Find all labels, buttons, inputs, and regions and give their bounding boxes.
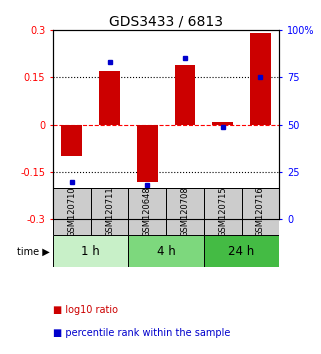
Bar (99, 71, 120, 125)
Bar (204, 235, 279, 267)
Bar (241, 188, 279, 235)
Text: GSM120716: GSM120716 (256, 186, 265, 237)
Text: GSM120711: GSM120711 (105, 186, 114, 237)
Text: time ▶: time ▶ (17, 246, 50, 256)
Bar (91, 188, 128, 235)
Bar (175, 65, 195, 125)
Text: GSM120708: GSM120708 (180, 186, 189, 237)
Bar (53, 235, 128, 267)
Bar (53, 188, 91, 235)
Bar (166, 188, 204, 235)
Bar (212, 122, 233, 125)
Bar (61, 125, 82, 156)
Text: GSM120710: GSM120710 (67, 186, 76, 237)
Text: GSM120715: GSM120715 (218, 186, 227, 237)
Text: 24 h: 24 h (229, 245, 255, 258)
Text: 1 h: 1 h (81, 245, 100, 258)
Text: GSM120648: GSM120648 (143, 186, 152, 237)
Title: GDS3433 / 6813: GDS3433 / 6813 (109, 15, 223, 29)
Bar (250, 33, 271, 125)
Text: ■ percentile rank within the sample: ■ percentile rank within the sample (53, 328, 230, 338)
Bar (204, 188, 241, 235)
Bar (137, 125, 158, 182)
Text: 4 h: 4 h (157, 245, 176, 258)
Bar (128, 235, 204, 267)
Bar (128, 188, 166, 235)
Text: ■ log10 ratio: ■ log10 ratio (53, 305, 118, 315)
